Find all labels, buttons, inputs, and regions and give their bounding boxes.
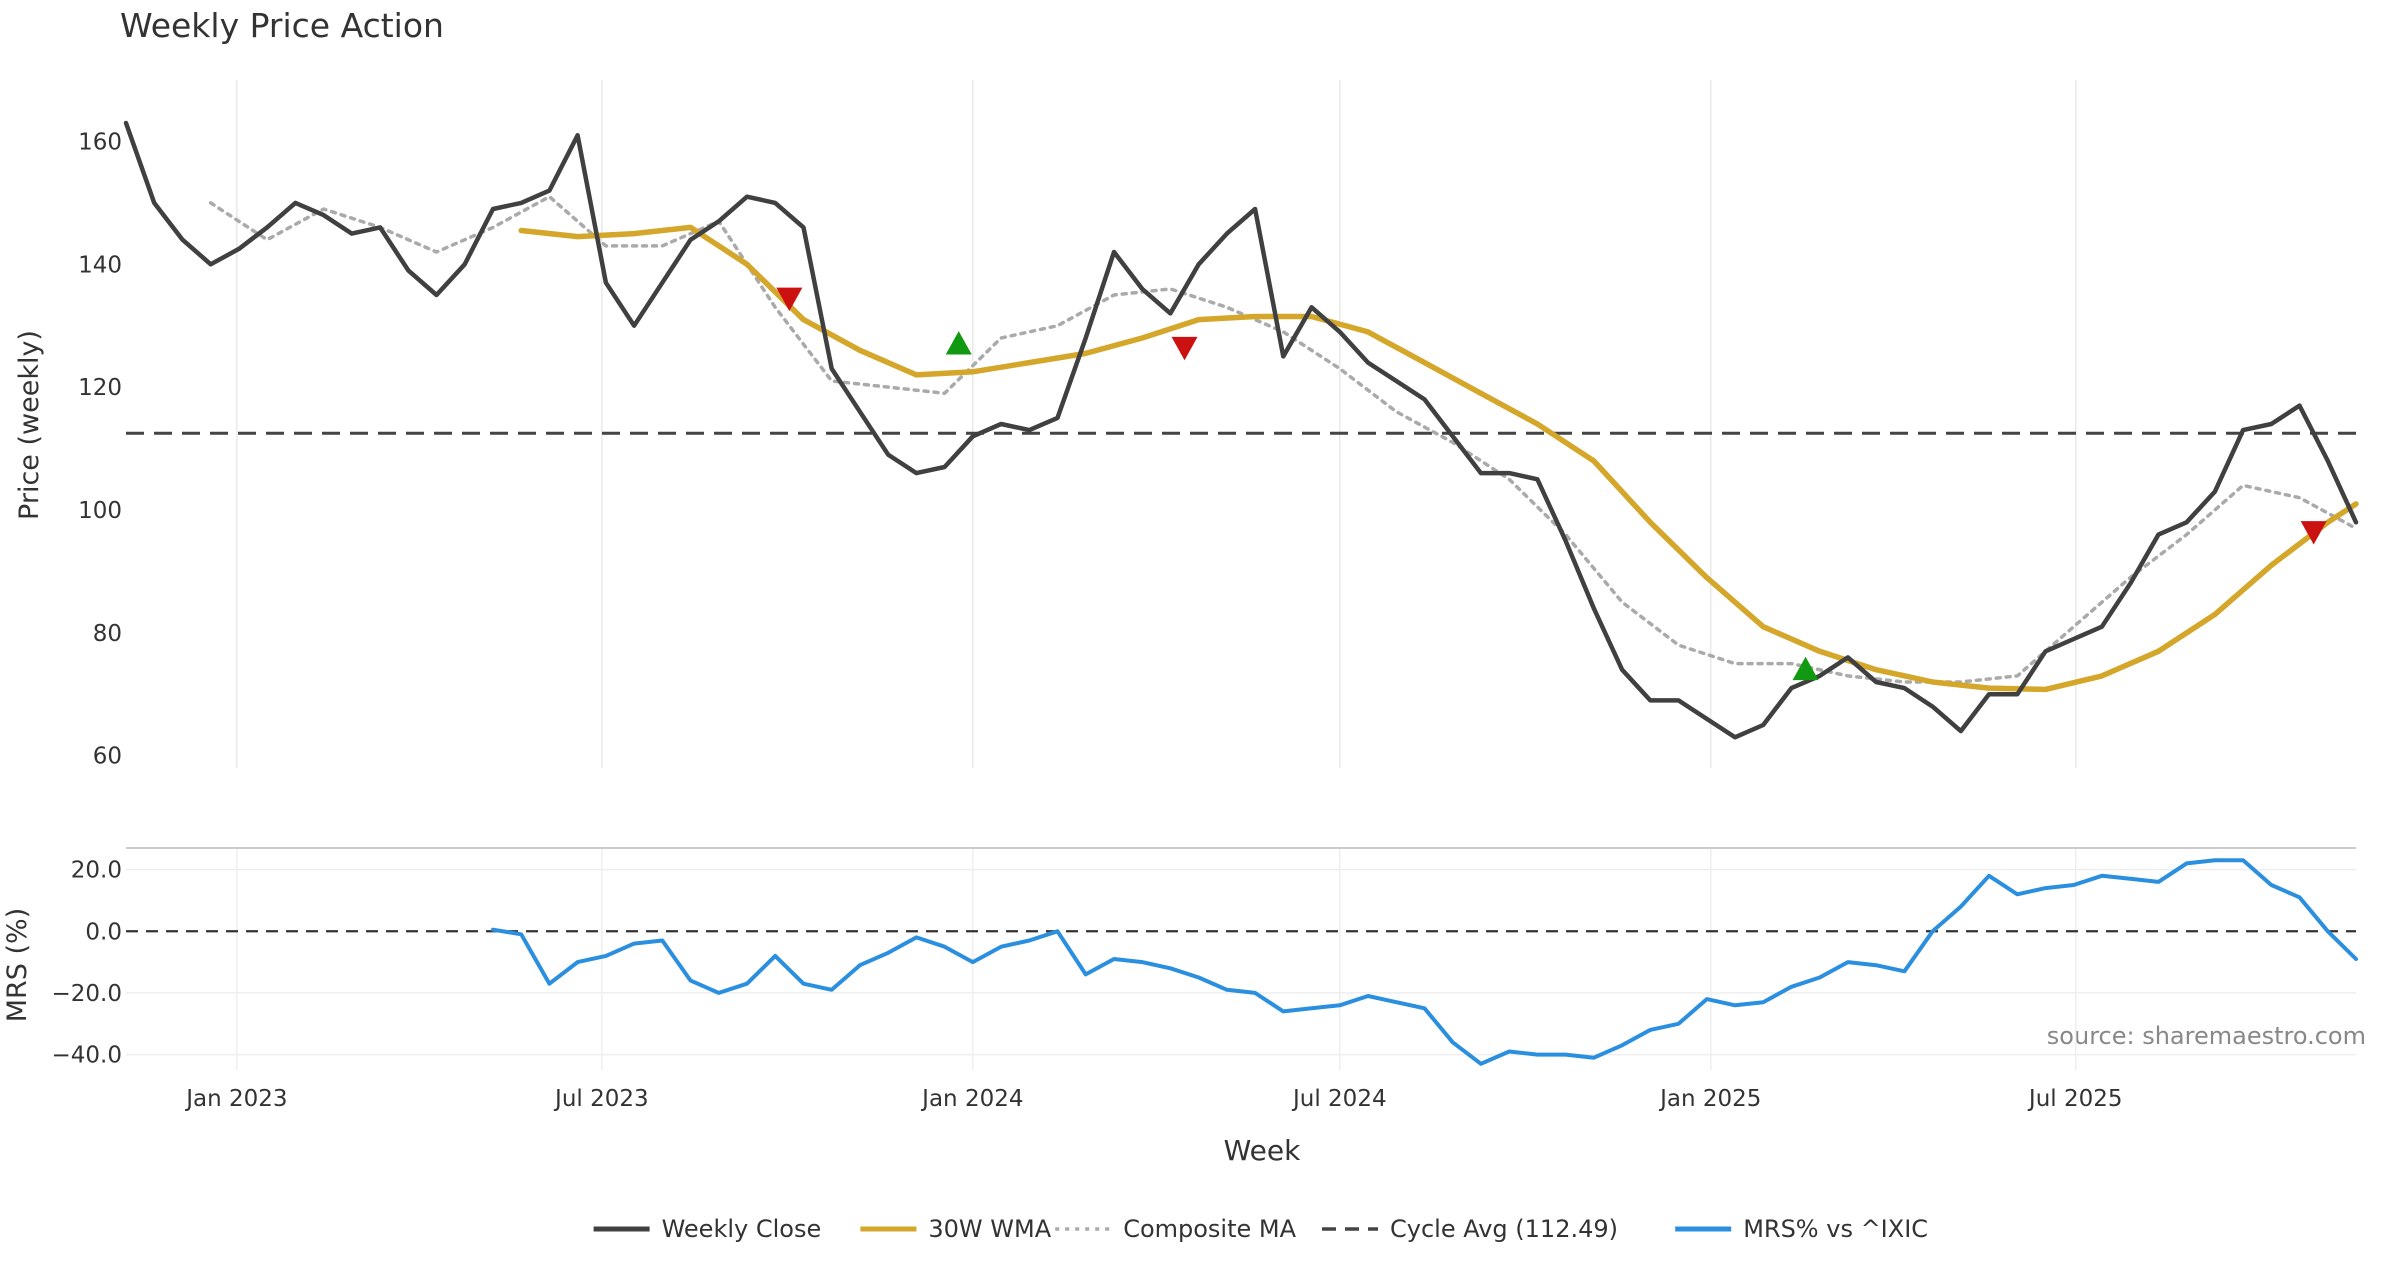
series-composite-ma (208, 194, 2358, 684)
x-tick-0: Jan 2023 (184, 1086, 287, 1112)
buy-signal-marker-3 (1792, 656, 1819, 681)
x-tick-3: Jul 2024 (1291, 1086, 1387, 1112)
series-lines (123, 120, 2359, 1066)
tick-labels: 60 80 100 120 140 160 −40.0 −20.0 0.0 20.0 Jan 202… (52, 129, 2123, 1112)
x-tick-5: Jul 2025 (2027, 1086, 2123, 1112)
legend-label-composite-ma: Composite MA (1123, 1215, 1296, 1243)
mrs-y-tick-1: −20.0 (52, 981, 122, 1007)
sell-signal-marker-2 (1171, 336, 1198, 361)
price-y-tick-60: 60 (93, 744, 122, 770)
source-annotation: source: sharemaestro.com (2047, 1022, 2366, 1050)
sell-signal-marker-4 (2300, 521, 2327, 545)
price-y-tick-140: 140 (78, 252, 122, 278)
sell-signal-marker-0 (776, 287, 803, 312)
signal-markers (776, 287, 2327, 681)
price-y-axis-label: Price (weekly) (14, 330, 45, 520)
series-mrs-vs-ixic (491, 858, 2358, 1066)
legend-label-30w-wma: 30W WMA (928, 1215, 1051, 1243)
legend: Weekly Close 30W WMA Composite MA Cycle Avg… (593, 1215, 1928, 1243)
series-30w-wma (518, 224, 2359, 693)
series-weekly-close (123, 120, 2359, 740)
price-y-tick-100: 100 (78, 498, 122, 524)
price-y-tick-120: 120 (78, 375, 122, 401)
mrs-y-tick-0: −40.0 (52, 1043, 122, 1069)
legend-label-weekly-close: Weekly Close (662, 1215, 822, 1243)
x-axis-label: Week (1224, 1134, 1301, 1167)
reference-lines (126, 431, 2356, 933)
vertical-gridlines (126, 80, 2356, 1070)
x-tick-2: Jan 2024 (920, 1086, 1023, 1112)
mrs-y-axis-label: MRS (%) (2, 908, 33, 1023)
price-y-tick-80: 80 (93, 621, 122, 647)
buy-signal-marker-1 (945, 331, 972, 355)
chart-title: Weekly Price Action (120, 6, 444, 45)
x-tick-1: Jul 2023 (553, 1086, 649, 1112)
x-tick-4: Jan 2025 (1658, 1086, 1761, 1112)
legend-label-mrs-vs-ixic: MRS% vs ^IXIC (1743, 1215, 1928, 1243)
mrs-y-tick-3: 20.0 (71, 858, 122, 884)
mrs-y-tick-2: 0.0 (85, 919, 122, 945)
price-y-tick-160: 160 (78, 129, 122, 155)
legend-label-cycle-avg-112-49: Cycle Avg (112.49) (1390, 1215, 1618, 1243)
